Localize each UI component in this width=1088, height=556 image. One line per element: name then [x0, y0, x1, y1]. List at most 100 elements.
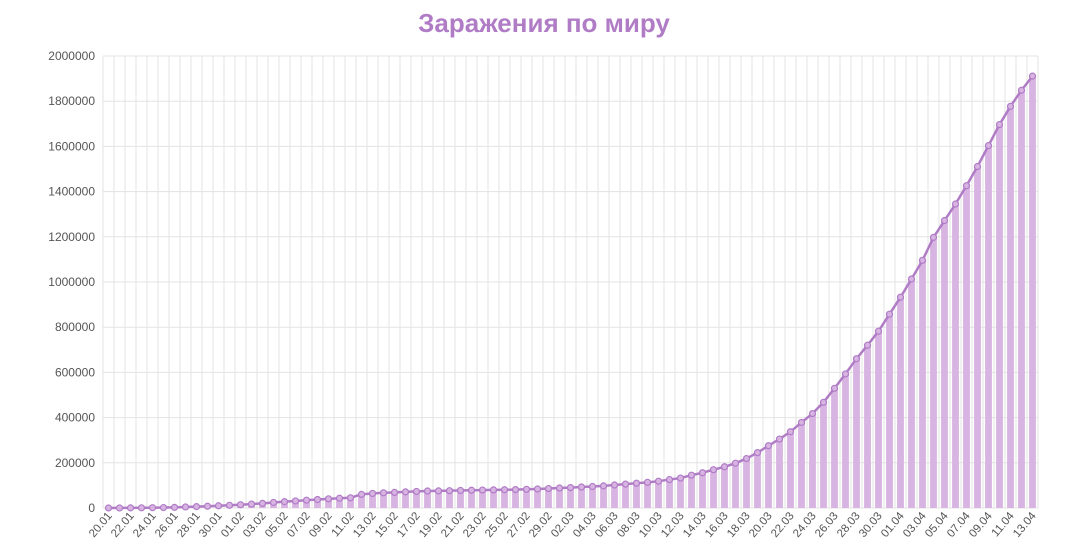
data-point: [676, 474, 685, 482]
data-point: [654, 477, 663, 485]
data-point: [907, 275, 916, 283]
data-point: [412, 487, 421, 496]
bar: [501, 489, 508, 508]
x-tick-label: 03.02: [241, 510, 269, 540]
data-point: [940, 216, 949, 225]
bar: [545, 488, 552, 508]
bar: [754, 452, 761, 508]
data-point: [346, 494, 355, 502]
data-point: [214, 502, 223, 510]
data-point: [863, 341, 872, 349]
bar: [435, 490, 442, 508]
x-tick-label: 28.03: [835, 510, 863, 540]
y-tick-label: 1200000: [48, 230, 95, 244]
data-point: [489, 486, 498, 494]
x-tick-label: 27.02: [505, 510, 533, 540]
data-point: [962, 182, 971, 190]
x-tick-label: 24.01: [131, 510, 159, 540]
bar: [424, 491, 431, 508]
x-tick-label: 03.04: [901, 510, 929, 540]
data-point: [1017, 86, 1026, 94]
data-point: [698, 469, 707, 477]
data-point: [830, 384, 839, 392]
bar: [787, 431, 794, 508]
bar: [743, 458, 750, 508]
bar: [908, 279, 915, 508]
data-point: [1006, 102, 1015, 110]
data-point: [357, 490, 366, 498]
bar: [633, 483, 640, 508]
bar: [677, 478, 684, 508]
bar: [699, 472, 706, 508]
data-point: [247, 500, 256, 508]
bar: [468, 490, 475, 508]
data-point: [896, 293, 905, 301]
bar: [919, 260, 926, 508]
x-tick-label: 22.01: [109, 510, 137, 540]
bar: [732, 463, 739, 508]
y-tick-label: 1400000: [48, 185, 95, 199]
bar: [688, 475, 695, 508]
data-point: [588, 482, 597, 491]
data-point: [148, 504, 157, 512]
data-point: [995, 120, 1004, 129]
bar: [765, 445, 772, 508]
data-point: [566, 483, 575, 492]
y-tick-label: 600000: [55, 365, 95, 379]
data-point: [401, 488, 410, 496]
data-point: [929, 233, 938, 241]
x-tick-label: 14.03: [681, 510, 709, 540]
data-point: [137, 504, 146, 512]
x-tick-label: 23.02: [461, 510, 489, 540]
bar: [820, 402, 827, 508]
bar: [600, 485, 607, 508]
x-tick-label: 11.02: [330, 510, 357, 539]
bar: [897, 297, 904, 508]
data-point: [544, 484, 553, 493]
data-point: [302, 496, 311, 504]
x-tick-label: 29.02: [527, 510, 555, 540]
x-tick-label: 28.01: [175, 510, 203, 540]
x-tick-label: 17.02: [395, 510, 423, 540]
data-point: [720, 463, 729, 471]
data-point: [236, 501, 245, 509]
x-tick-label: 30.03: [857, 510, 885, 540]
data-point: [764, 442, 773, 450]
data-point: [874, 327, 883, 335]
data-point: [533, 485, 542, 493]
bar: [413, 491, 420, 508]
bar: [512, 489, 519, 508]
x-tick-label: 10.03: [637, 510, 665, 540]
y-tick-label: 2000000: [48, 49, 95, 63]
data-point: [973, 162, 982, 171]
bar: [556, 488, 563, 508]
bar: [963, 185, 970, 508]
data-point: [665, 475, 674, 484]
bar: [446, 490, 453, 508]
bar: [1029, 76, 1036, 508]
bar: [325, 498, 332, 508]
bar: [809, 413, 816, 508]
x-tick-label: 09.04: [967, 510, 995, 540]
data-point: [522, 485, 531, 493]
bar: [875, 331, 882, 508]
x-tick-label: 21.02: [439, 510, 467, 540]
data-point: [324, 495, 333, 503]
bar: [853, 358, 860, 508]
data-point: [445, 487, 454, 495]
data-point: [511, 486, 520, 494]
x-tick-label: 26.03: [813, 510, 841, 540]
bar: [622, 484, 629, 508]
data-point: [203, 502, 212, 510]
bar: [644, 482, 651, 508]
bar: [369, 493, 376, 508]
bar: [842, 373, 849, 508]
data-point: [951, 200, 960, 208]
data-point: [885, 310, 894, 318]
data-point: [434, 487, 443, 495]
data-point: [126, 504, 135, 512]
data-point: [819, 398, 828, 406]
y-tick-label: 400000: [55, 411, 95, 425]
